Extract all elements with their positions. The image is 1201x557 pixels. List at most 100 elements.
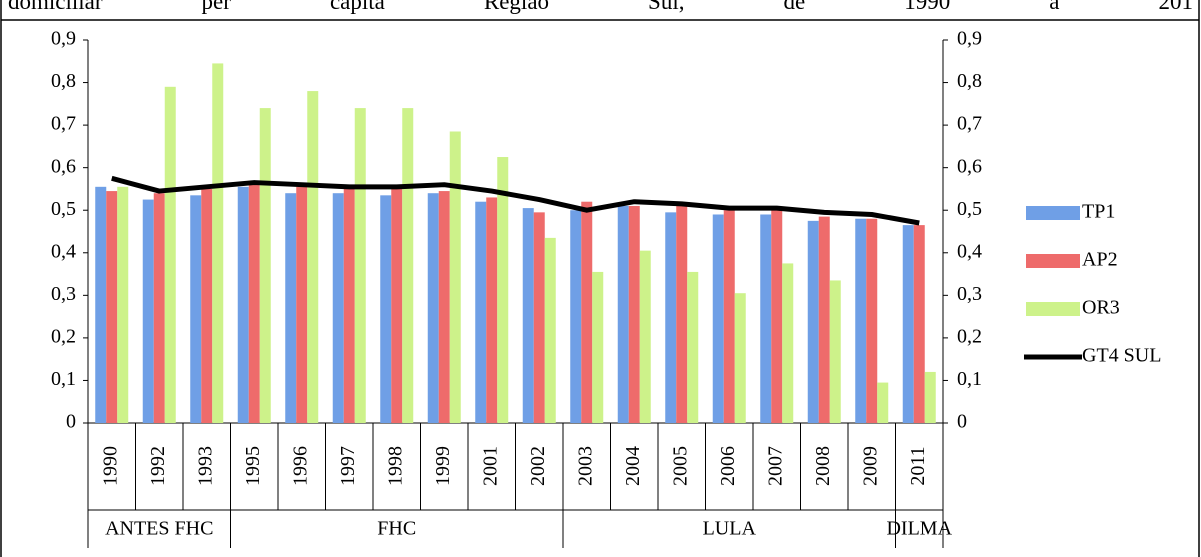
bar [924, 371, 936, 423]
bar [95, 186, 107, 423]
bar [782, 263, 794, 423]
bar [164, 86, 176, 424]
x-tick-label: 2005 [669, 446, 691, 486]
y2-tick-label: 0,1 [957, 368, 982, 390]
x-tick-label: 1995 [242, 446, 264, 486]
bar [201, 188, 213, 423]
bar [259, 108, 271, 423]
bar [142, 199, 154, 423]
bar [855, 218, 867, 423]
y2-tick-label: 0 [957, 411, 967, 433]
bar [533, 212, 545, 423]
bar [391, 188, 403, 423]
bar [332, 193, 344, 423]
x-tick-label: 1990 [99, 446, 121, 486]
legend-swatch [1026, 206, 1080, 220]
x-tick-label: 1999 [432, 446, 454, 486]
bar [296, 186, 308, 423]
bar [581, 201, 593, 423]
legend-label: AP2 [1082, 249, 1118, 271]
y2-tick-label: 0,8 [957, 70, 982, 92]
x-tick-label: 2002 [527, 446, 549, 486]
bar [665, 212, 677, 423]
bar [639, 250, 651, 423]
x-tick-label: 2008 [812, 446, 834, 486]
x-tick-label: 1996 [289, 446, 311, 486]
bar [723, 210, 735, 423]
bar [570, 210, 582, 423]
bar [771, 210, 783, 423]
x-tick-label: 2007 [764, 446, 786, 486]
bar [237, 186, 249, 423]
bar [486, 197, 498, 423]
bar [676, 205, 688, 423]
y2-tick-label: 0,7 [957, 113, 982, 135]
group-label: FHC [377, 518, 416, 540]
bar [285, 193, 297, 423]
bar [449, 131, 461, 423]
y-tick-label: 0,6 [51, 155, 76, 177]
bar [544, 237, 556, 423]
x-tick-label: 1998 [384, 446, 406, 486]
y-tick-label: 0,8 [51, 70, 76, 92]
bar [807, 220, 819, 423]
bar [877, 382, 889, 423]
x-tick-label: 1997 [337, 446, 359, 486]
line [111, 175, 920, 226]
bar [592, 271, 604, 423]
legend-label: OR3 [1082, 297, 1120, 319]
y2-tick-label: 0,6 [957, 155, 982, 177]
bar [117, 186, 129, 423]
bar [427, 193, 439, 423]
y2-tick-label: 0,4 [957, 240, 982, 262]
bar [734, 293, 746, 423]
bar [354, 108, 366, 423]
y2-tick-label: 0,3 [957, 283, 982, 305]
y-tick-label: 0 [66, 411, 76, 433]
bar [617, 205, 629, 423]
group-label: ANTES FHC [105, 518, 213, 540]
legend-swatch [1026, 302, 1080, 316]
y-tick-label: 0,1 [51, 368, 76, 390]
y-tick-label: 0,7 [51, 113, 76, 135]
bar [212, 63, 224, 424]
y-tick-label: 0,2 [51, 325, 76, 347]
y-tick-label: 0,4 [51, 240, 76, 262]
x-tick-label: 2006 [717, 446, 739, 486]
bar [866, 218, 878, 423]
bar [913, 225, 925, 423]
bar [902, 225, 914, 423]
x-tick-label: 2004 [622, 446, 644, 486]
bar [307, 91, 319, 424]
y2-tick-label: 0,9 [957, 28, 982, 50]
bar [438, 191, 450, 423]
y-tick-label: 0,5 [51, 198, 76, 220]
bar [475, 201, 487, 423]
x-tick-label: 2011 [907, 446, 929, 485]
bar [712, 214, 724, 423]
bar [248, 184, 260, 423]
y2-tick-label: 0,5 [957, 198, 982, 220]
group-label: DILMA [886, 518, 952, 540]
bar [190, 195, 202, 423]
bar [153, 193, 165, 423]
bar [106, 191, 118, 423]
group-label: LULA [703, 518, 757, 540]
x-tick-label: 1993 [194, 446, 216, 486]
bar [522, 208, 534, 423]
y2-tick-label: 0,2 [957, 325, 982, 347]
x-tick-label: 2003 [574, 446, 596, 486]
bar [402, 108, 414, 423]
legend-label: GT4 SUL [1082, 345, 1161, 367]
bar [818, 216, 830, 423]
legend-label: TP1 [1082, 201, 1115, 223]
legend-swatch [1026, 254, 1080, 268]
bar [760, 214, 772, 423]
bar [687, 271, 699, 423]
bar [829, 280, 841, 423]
bar [380, 195, 392, 423]
x-tick-label: 1992 [147, 446, 169, 486]
bar [497, 157, 509, 423]
x-tick-label: 2001 [479, 446, 501, 486]
